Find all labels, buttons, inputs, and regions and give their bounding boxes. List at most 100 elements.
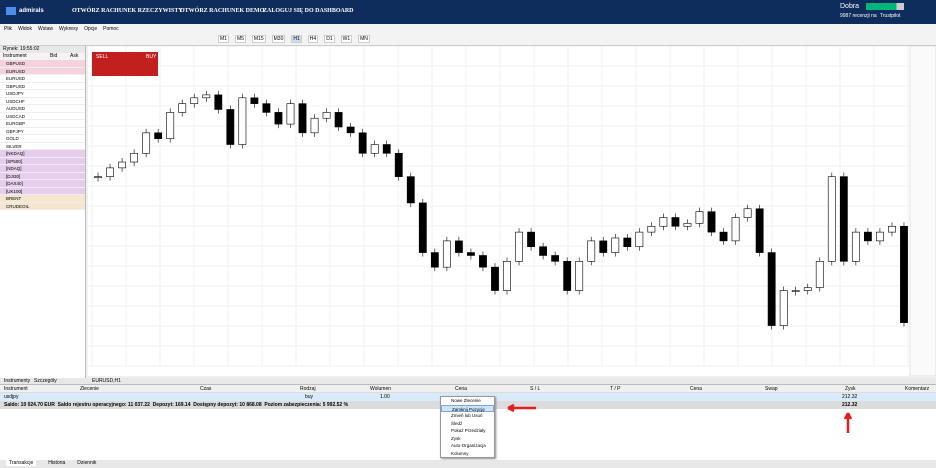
column-header[interactable]: Swap [765, 386, 778, 392]
menu-item[interactable]: Plik [4, 26, 13, 32]
timeframe[interactable]: M30 [271, 35, 286, 43]
top-nav: admirals OTWÓRZ RACHUNEK RZECZYWISTY OTW… [0, 0, 936, 24]
tab[interactable]: Dziennik [77, 460, 97, 466]
mw-row[interactable]: [SP500] [0, 157, 85, 165]
candle [695, 211, 704, 224]
rating: Dobra [840, 3, 860, 10]
mw-row[interactable]: CRUDEOIL [0, 202, 85, 210]
menu-item[interactable]: Nowe Zlecenie [451, 398, 481, 403]
mw-row[interactable]: USDJPY [0, 90, 85, 98]
menu-item[interactable]: Opcje [84, 26, 98, 32]
candle [238, 97, 247, 145]
candle [623, 237, 632, 248]
col: Bid [50, 53, 58, 59]
timeframe[interactable]: MN [358, 35, 370, 43]
candle [154, 132, 163, 139]
logo [6, 7, 16, 15]
column-header[interactable]: Komentarz [905, 386, 930, 392]
menu-item[interactable]: Auto-Organizacja [451, 443, 486, 448]
mw-row[interactable]: GBPUSD [0, 82, 85, 90]
mw-row[interactable]: BRENT [0, 195, 85, 203]
mw-row[interactable]: EURUSD [0, 67, 85, 75]
mw-row[interactable]: GBPUSD [0, 60, 85, 68]
toolbar: Plik Widok Wstaw Wykresy Opcje Pomoc M1 M5 M15 M… [0, 24, 936, 46]
menu-item[interactable]: Wstaw [37, 26, 53, 32]
mw-row[interactable]: [DJI30] [0, 172, 85, 180]
menu-item[interactable]: Zysk [451, 435, 461, 441]
candle [575, 261, 584, 291]
menu-item[interactable]: Widok [18, 26, 32, 32]
candle [743, 208, 752, 218]
candle [551, 255, 560, 262]
candle [683, 223, 692, 227]
column-header[interactable]: Cena [455, 386, 467, 392]
sell-btn[interactable]: SELL [96, 54, 109, 60]
nav-link[interactable]: OTWÓRZ RACHUNEK DEMO [180, 8, 265, 14]
candle [226, 109, 235, 145]
mw-row[interactable]: GBPJPY [0, 127, 85, 135]
cell: 1.00 [380, 394, 390, 400]
column-header[interactable]: Rodzaj [300, 386, 316, 392]
mw-row[interactable]: EURUSD [0, 75, 85, 83]
timeframe[interactable]: W1 [340, 35, 353, 43]
menu-item[interactable]: Zmień lub Usuń [451, 413, 483, 418]
tab[interactable]: Historia [48, 460, 66, 466]
timeframe[interactable]: M15 [251, 35, 266, 43]
menu-item[interactable]: Śledź [451, 420, 463, 426]
timeframe[interactable]: M1 [218, 35, 229, 43]
column-header[interactable]: Cena [690, 386, 702, 392]
menu-item[interactable]: Pokaż Przedziały [451, 428, 486, 433]
candle [803, 287, 812, 291]
column-header[interactable]: Zlecenie [80, 386, 99, 392]
candle [118, 161, 126, 169]
mw-row[interactable]: [NKDAQ] [0, 150, 85, 158]
candle [370, 144, 379, 154]
column-header[interactable]: Zysk [845, 386, 856, 392]
column-header[interactable]: Wolumen [370, 386, 392, 392]
mw-row[interactable]: EURGBP [0, 120, 85, 128]
timeframe[interactable]: D1 [324, 35, 335, 43]
col: Instrument [3, 53, 27, 59]
mw-row[interactable]: USDCAD [0, 112, 85, 120]
candle [900, 225, 908, 323]
mw-row[interactable]: AUDUSD [0, 105, 85, 113]
mw-row[interactable]: [NDAQ] [0, 165, 85, 173]
mw-row[interactable]: USDCHF [0, 97, 85, 105]
nav-link[interactable]: OTWÓRZ RACHUNEK RZECZYWISTY [72, 8, 183, 14]
candle [262, 103, 271, 113]
one-click-panel: SELL BUY [92, 52, 158, 76]
candle [178, 103, 187, 113]
col: Ask [70, 53, 79, 59]
column-header[interactable]: Instrument [4, 386, 28, 392]
timeframe[interactable]: M5 [234, 35, 246, 43]
candle [755, 208, 764, 253]
tab[interactable]: Transakcje [6, 460, 37, 466]
candle [599, 240, 608, 253]
nav-link[interactable]: ZALOGUJ SIĘ DO DASHBOARD [263, 8, 354, 14]
candle [515, 231, 523, 262]
column-header[interactable]: T / P [610, 386, 621, 392]
table-header: Instrument Zlecenie Czas Rodzaj Wolumen Cena S… [0, 385, 936, 393]
candle [454, 240, 463, 253]
candle [707, 211, 716, 233]
menu-item[interactable]: Kolumny [451, 450, 469, 456]
menu-item[interactable]: Zamknij Pozycję [441, 404, 494, 412]
mw-row[interactable]: SILVER [0, 142, 85, 150]
chart-tab[interactable]: EURUSD,H1 [92, 378, 121, 384]
column-header[interactable]: Czas [200, 386, 212, 392]
tab[interactable]: Instrumenty [4, 378, 31, 384]
timeframe[interactable]: H4 [307, 35, 319, 43]
menu-item[interactable]: Wykresy [58, 26, 79, 32]
candle [815, 261, 824, 288]
timeframe[interactable]: H1 [291, 35, 302, 43]
mw-row[interactable]: GOLD [0, 135, 85, 143]
tab[interactable]: Szczegóły [34, 378, 57, 384]
candle [467, 252, 475, 256]
buy-btn[interactable]: BUY [146, 54, 157, 60]
menu-item[interactable]: Pomoc [103, 26, 119, 32]
mw-row[interactable]: [UK100] [0, 187, 85, 195]
candle [442, 240, 451, 268]
mw-row[interactable]: [DAX40] [0, 180, 85, 188]
mw-header: Instrument Bid Ask [0, 53, 85, 60]
column-header[interactable]: S / L [530, 386, 541, 392]
